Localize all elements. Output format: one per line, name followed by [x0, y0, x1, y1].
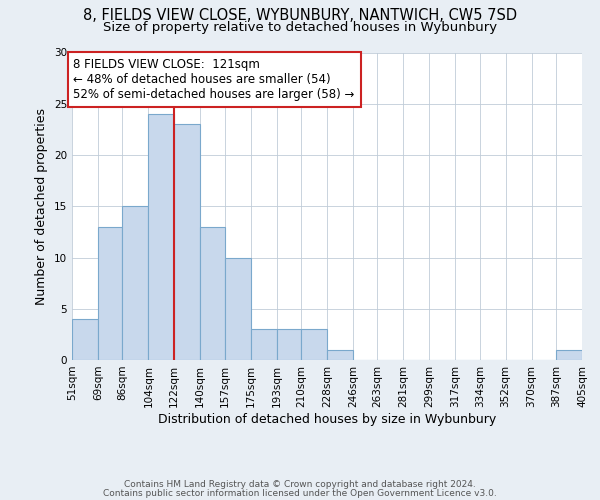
Bar [251, 329, 277, 360]
Bar [556, 350, 582, 360]
Bar [122, 206, 148, 360]
Y-axis label: Number of detached properties: Number of detached properties [35, 108, 49, 304]
Text: 8, FIELDS VIEW CLOSE, WYBUNBURY, NANTWICH, CW5 7SD: 8, FIELDS VIEW CLOSE, WYBUNBURY, NANTWIC… [83, 8, 517, 22]
Bar [98, 227, 122, 360]
Text: 8 FIELDS VIEW CLOSE:  121sqm
← 48% of detached houses are smaller (54)
52% of se: 8 FIELDS VIEW CLOSE: 121sqm ← 48% of det… [73, 58, 355, 100]
Bar [174, 124, 200, 360]
Text: Size of property relative to detached houses in Wybunbury: Size of property relative to detached ho… [103, 21, 497, 34]
Bar [277, 329, 301, 360]
Bar [301, 329, 327, 360]
Bar [327, 350, 353, 360]
Bar [148, 114, 174, 360]
Bar [225, 258, 251, 360]
Text: Contains HM Land Registry data © Crown copyright and database right 2024.: Contains HM Land Registry data © Crown c… [124, 480, 476, 489]
Bar [72, 319, 98, 360]
Bar [200, 227, 225, 360]
X-axis label: Distribution of detached houses by size in Wybunbury: Distribution of detached houses by size … [158, 412, 496, 426]
Text: Contains public sector information licensed under the Open Government Licence v3: Contains public sector information licen… [103, 488, 497, 498]
